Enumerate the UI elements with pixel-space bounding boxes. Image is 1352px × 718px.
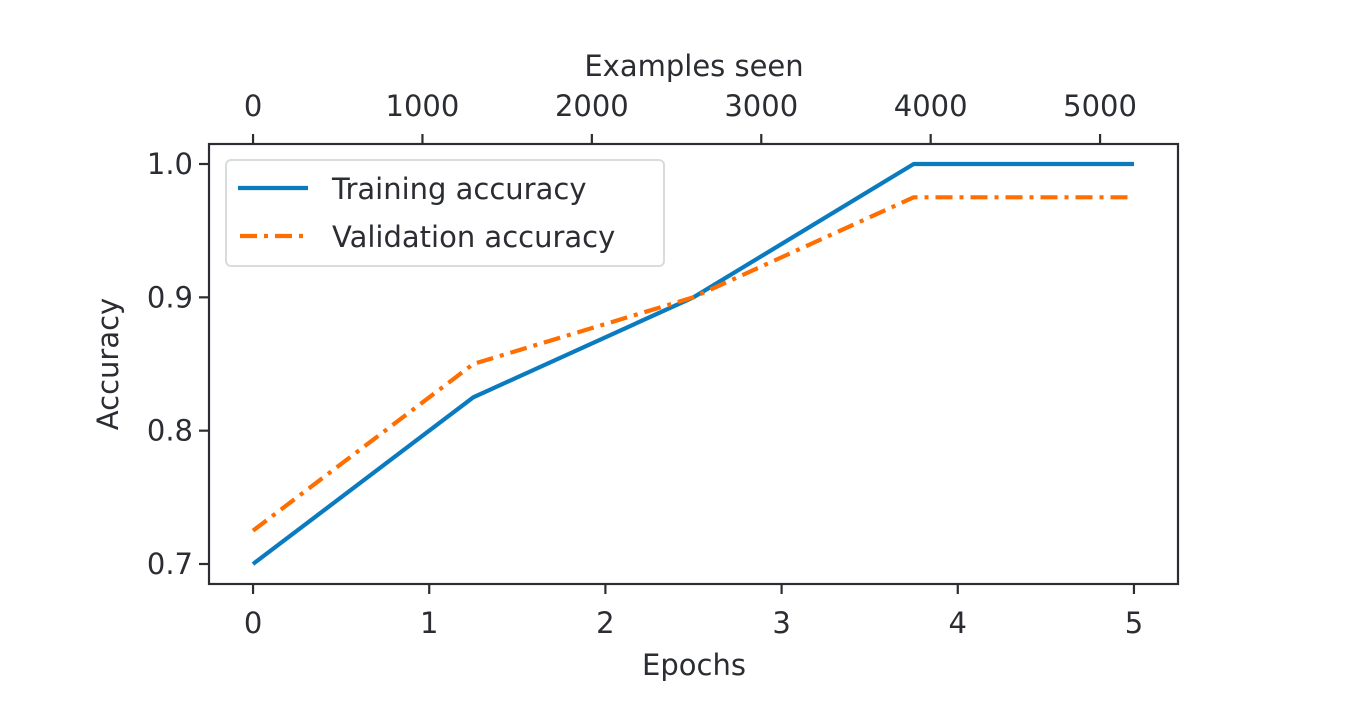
- y-tick-label: 0.8: [147, 414, 193, 448]
- legend-label-validation: Validation accuracy: [332, 220, 615, 254]
- secondary-x-tick-label: 5000: [1063, 89, 1137, 123]
- y-axis-label: Accuracy: [91, 298, 125, 430]
- x-tick-label: 5: [1125, 606, 1143, 640]
- x-tick-label: 4: [949, 606, 967, 640]
- plot-lines: [251, 161, 1134, 566]
- y-tick-label: 1.0: [147, 147, 193, 181]
- legend-label-training: Training accuracy: [331, 172, 587, 206]
- x-tick-label: 2: [596, 606, 614, 640]
- y-tick-label: 0.9: [147, 280, 193, 314]
- x-tick-label: 3: [772, 606, 790, 640]
- secondary-x-axis-label: Examples seen: [584, 49, 803, 83]
- legend: Training accuracy Validation accuracy: [225, 159, 665, 267]
- secondary-x-tick-label: 4000: [894, 89, 968, 123]
- plot-frame: [207, 142, 1180, 586]
- secondary-x-tick-label: 2000: [555, 89, 629, 123]
- series-line-1: [251, 195, 1134, 533]
- x-axis-label: Epochs: [642, 648, 746, 682]
- x-tick-label: 1: [420, 606, 438, 640]
- secondary-x-tick-label: 3000: [724, 89, 798, 123]
- secondary-x-tick-label: 1000: [386, 89, 460, 123]
- secondary-x-axis-ticks: 0 1000 2000 3000 4000 5000: [244, 89, 1137, 144]
- legend-box: [225, 159, 665, 267]
- x-tick-label: 0: [244, 606, 262, 640]
- y-axis-ticks: 0.7 0.8 0.9 1.0: [147, 147, 209, 581]
- y-tick-label: 0.7: [147, 547, 193, 581]
- secondary-x-tick-label: 0: [244, 89, 262, 123]
- x-axis-ticks: 0 1 2 3 4 5: [244, 584, 1143, 640]
